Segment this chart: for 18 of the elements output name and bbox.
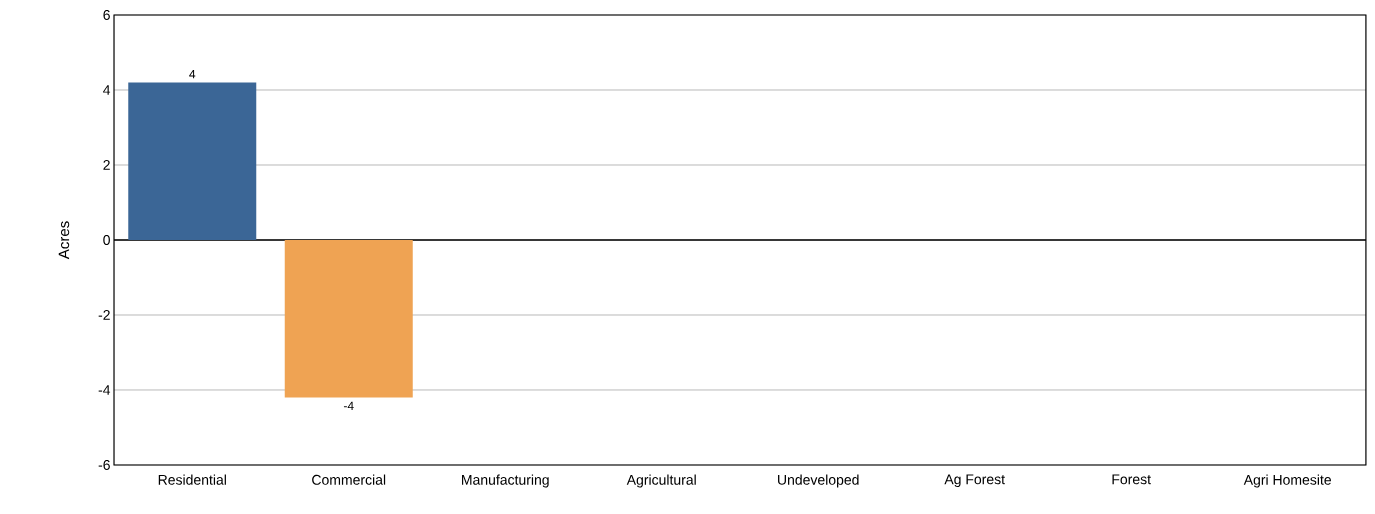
x-tick-label: Commercial — [312, 474, 386, 485]
x-tick-label: Manufacturing — [462, 474, 549, 488]
data-label: -4 — [343, 401, 354, 410]
y-tick-label: 6 — [103, 10, 110, 20]
y-axis-title: Acres — [58, 221, 70, 260]
y-tick-label: 0 — [103, 235, 110, 245]
y-tick-label: 2 — [103, 160, 110, 170]
x-tick-label: Forest — [1112, 474, 1151, 485]
x-tick-label: Agri Homesite — [1243, 474, 1331, 488]
x-tick-label: Ag Forest — [944, 474, 1005, 488]
y-tick-label: -2 — [98, 310, 110, 320]
x-tick-label: Residential — [158, 474, 226, 485]
x-tick-label: Agricultural — [626, 474, 696, 488]
x-tick-label: Undeveloped — [778, 474, 859, 488]
y-tick-label: 4 — [103, 85, 111, 95]
y-tick-label: -6 — [98, 460, 110, 470]
data-label: 4 — [189, 70, 196, 79]
y-tick-label: -4 — [98, 385, 111, 395]
